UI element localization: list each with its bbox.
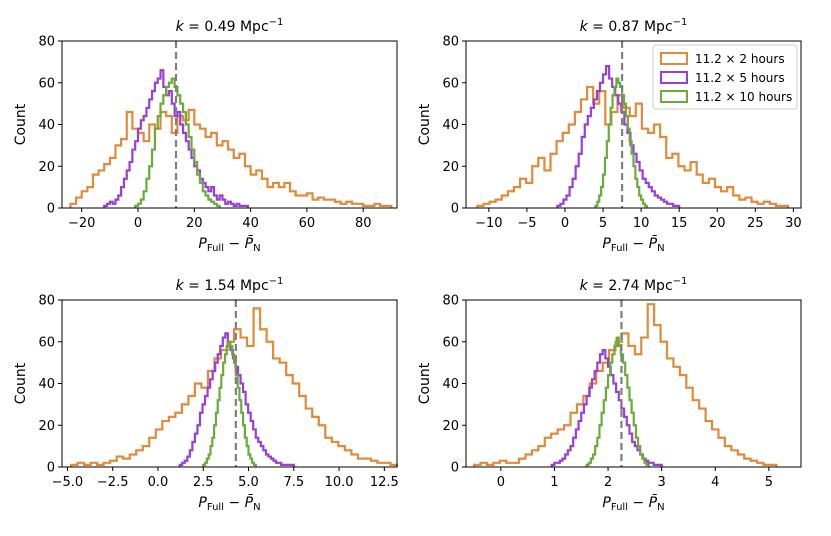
- y-tick-label: 60: [38, 335, 55, 350]
- x-tick-label: 0: [561, 216, 569, 231]
- x-tick-label: 5.0: [238, 475, 259, 490]
- x-tick-label: 0.0: [148, 475, 169, 490]
- axes-frame: [61, 299, 398, 468]
- x-tick-label: 15: [671, 216, 688, 231]
- x-tick-label: 4: [711, 475, 719, 490]
- histogram-series-3: [585, 336, 650, 467]
- x-tick-label: 1: [550, 475, 558, 490]
- x-tick-label: −2.5: [97, 475, 129, 490]
- histogram-series-2: [556, 64, 681, 208]
- legend-swatch: [660, 71, 688, 84]
- x-tick-label: 10.0: [325, 475, 354, 490]
- subplot-title: k = 2.74 Mpc−1: [580, 276, 688, 294]
- x-tick-label: 25: [747, 216, 764, 231]
- legend-label: 11.2 × 2 hours: [695, 52, 785, 66]
- y-tick-label: 60: [38, 76, 55, 91]
- y-axis-label: Count: [13, 103, 29, 145]
- y-tick-label: 60: [442, 76, 459, 91]
- subplot-title: k = 0.49 Mpc−1: [176, 17, 284, 35]
- y-tick-label: 20: [442, 160, 459, 175]
- y-tick-label: 20: [442, 419, 459, 434]
- x-tick-label: 0: [497, 475, 505, 490]
- legend-label: 11.2 × 5 hours: [695, 71, 785, 85]
- x-tick-label: 20: [709, 216, 726, 231]
- x-axis-label: PFull − P̄N: [198, 493, 260, 513]
- axes-frame: [61, 40, 398, 209]
- y-axis-label: Count: [417, 103, 433, 145]
- histogram-series-3: [134, 77, 221, 208]
- x-tick-label: −5.0: [52, 475, 84, 490]
- y-tick-label: 0: [47, 461, 55, 476]
- legend-swatch: [660, 52, 688, 65]
- subplot-1: 0 20 40 60 80 −20 0 20 40 60 80 Count PFull − P̄N k =…: [13, 17, 398, 254]
- subplot-2: 0 20 40 60 80 −10 −5 0 5 10 15 20 25 30 Count PFull − P…: [417, 17, 802, 254]
- x-axis-label: PFull − P̄N: [198, 234, 260, 254]
- y-tick-label: 20: [38, 419, 55, 434]
- x-tick-label: 40: [242, 216, 259, 231]
- y-tick-label: 80: [38, 35, 55, 50]
- subplot-4: 0 20 40 60 80 0 1 2 3 4 5 Count PFull − P̄N k = 2.74 …: [417, 276, 802, 513]
- y-tick-label: 80: [442, 294, 459, 309]
- histogram-series-1: [472, 303, 778, 467]
- subplot-title: k = 1.54 Mpc−1: [176, 276, 284, 294]
- x-tick-label: 7.5: [283, 475, 304, 490]
- x-tick-label: 0: [134, 216, 142, 231]
- legend-swatch: [660, 90, 688, 103]
- x-tick-label: 20: [186, 216, 203, 231]
- legend: 11.2 × 2 hours 11.2 × 5 hours 11.2 × 10 ho…: [652, 44, 798, 110]
- x-tick-label: 2.5: [193, 475, 214, 490]
- y-tick-label: 20: [38, 160, 55, 175]
- y-tick-label: 0: [47, 202, 55, 217]
- y-tick-label: 40: [38, 377, 55, 392]
- x-tick-label: −20: [68, 216, 95, 231]
- x-tick-label: 10: [633, 216, 650, 231]
- y-axis-label: Count: [13, 362, 29, 404]
- x-tick-label: −10: [475, 216, 502, 231]
- y-tick-label: 80: [442, 35, 459, 50]
- histogram-series-2: [103, 69, 249, 208]
- legend-box: [652, 44, 798, 110]
- x-tick-label: 12.5: [370, 475, 399, 490]
- y-tick-label: 0: [451, 461, 459, 476]
- x-tick-label: 80: [355, 216, 372, 231]
- x-tick-label: 5: [599, 216, 607, 231]
- x-axis-label: PFull − P̄N: [602, 234, 664, 254]
- x-tick-label: 30: [785, 216, 802, 231]
- x-tick-label: 60: [299, 216, 316, 231]
- y-tick-label: 40: [442, 377, 459, 392]
- histogram-series-1: [69, 108, 393, 208]
- y-axis-label: Count: [417, 362, 433, 404]
- subplot-3: 0 20 40 60 80 −5.0 −2.5 0.0 2.5 5.0 7.5 10.0 12.5 Cou…: [13, 276, 399, 513]
- x-tick-label: 2: [604, 475, 612, 490]
- subplot-title: k = 0.87 Mpc−1: [580, 17, 688, 35]
- x-tick-label: 5: [765, 475, 773, 490]
- x-axis-label: PFull − P̄N: [602, 493, 664, 513]
- y-tick-label: 60: [442, 335, 459, 350]
- histogram-series-1: [476, 85, 790, 208]
- histogram-series-2: [550, 349, 663, 467]
- y-tick-label: 40: [38, 118, 55, 133]
- y-tick-label: 0: [451, 202, 459, 217]
- legend-label: 11.2 × 10 hours: [695, 90, 792, 104]
- y-tick-label: 40: [442, 118, 459, 133]
- y-tick-label: 80: [38, 294, 55, 309]
- histogram-series-3: [202, 340, 257, 467]
- histogram-series-1: [69, 307, 399, 467]
- x-tick-label: 3: [657, 475, 665, 490]
- x-tick-label: −5: [517, 216, 536, 231]
